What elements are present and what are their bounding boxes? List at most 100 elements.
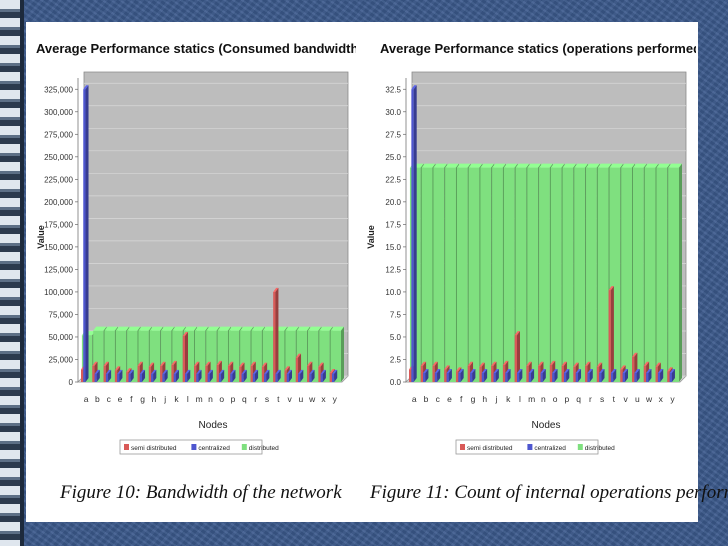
bar-side: [610, 286, 614, 382]
bar-centralized-j: [493, 368, 499, 382]
legend-label: semi distributed: [131, 445, 177, 452]
x-tick-label: g: [471, 394, 476, 404]
bar-face: [634, 372, 637, 382]
bar-face: [330, 330, 341, 382]
bar-top: [657, 368, 664, 373]
bar-side: [648, 368, 652, 382]
bar-side: [679, 163, 682, 382]
bar-face: [433, 167, 445, 382]
bar-side: [601, 368, 605, 382]
bar-face: [550, 167, 562, 382]
bar-face: [549, 364, 553, 382]
bar-top: [264, 369, 270, 374]
bar-face: [517, 372, 520, 382]
legend-box: [455, 439, 599, 455]
bar-top: [491, 361, 497, 366]
bar-top: [632, 352, 638, 357]
bar-face: [561, 365, 564, 382]
bar-top: [503, 163, 518, 168]
bar-top: [330, 326, 344, 331]
bar-centralized-v: [286, 369, 292, 382]
bar-top: [458, 368, 464, 373]
bar-face: [241, 373, 244, 382]
bar-top: [126, 368, 132, 373]
bar-top: [561, 361, 567, 366]
y-tick-label: 225,000: [44, 175, 73, 184]
bar-face: [421, 167, 433, 382]
bar-face: [240, 330, 251, 382]
bar-top: [423, 368, 429, 373]
x-tick-label: b: [95, 394, 100, 404]
bar-face: [83, 89, 86, 382]
bar-face: [138, 330, 149, 382]
bar-top: [295, 353, 302, 358]
bar-top: [94, 369, 100, 374]
y-tick-label: 250,000: [44, 153, 73, 162]
bar-top: [515, 163, 530, 168]
bar-top: [456, 163, 471, 168]
bar-top: [329, 368, 335, 373]
operations-chart: Average Performance statics (operations …: [366, 41, 696, 455]
bar-side: [289, 369, 292, 382]
bar-centralized-b: [94, 369, 100, 382]
bar-side: [437, 368, 441, 382]
bar-face: [296, 330, 308, 382]
legend-label: centralized: [534, 445, 566, 452]
y-tick-label: 32.5: [385, 85, 401, 94]
bar-top: [643, 361, 650, 366]
bar-face: [562, 167, 574, 382]
bar-face: [596, 366, 600, 382]
bar-face: [527, 167, 539, 382]
bar-top: [411, 85, 417, 90]
y-tick-label: 30.0: [385, 108, 401, 117]
bar-top: [420, 361, 427, 366]
bar-face: [643, 365, 647, 382]
bar-top: [307, 361, 313, 366]
bar-top: [432, 361, 438, 366]
bar-centralized-m: [528, 368, 535, 382]
bar-top: [539, 163, 553, 168]
bar-distributed-o: [550, 163, 565, 382]
x-tick-label: q: [242, 394, 247, 404]
bar-top: [216, 360, 222, 365]
bar-face: [217, 330, 228, 382]
bar-centralized-v: [622, 368, 628, 382]
bar-side: [277, 369, 281, 382]
bar-distributed-w: [644, 163, 659, 382]
bar-top: [550, 163, 565, 168]
x-tick-label: x: [659, 394, 664, 404]
y-tick-label: 17.5: [385, 220, 401, 229]
bar-semi-distributed-t: [608, 286, 614, 382]
bar-centralized-l: [185, 369, 191, 382]
bar-top: [250, 361, 256, 366]
bar-side: [243, 369, 247, 382]
bar-side: [221, 369, 225, 382]
x-tick-label: t: [277, 394, 280, 404]
bar-centralized-r: [587, 368, 593, 382]
bar-side: [275, 287, 279, 382]
bar-centralized-a: [411, 85, 417, 382]
y-tick-label: 5.0: [390, 333, 402, 342]
legend-swatch-distributed: [577, 444, 583, 450]
bar-face: [148, 366, 152, 382]
bar-face: [538, 365, 541, 382]
bar-face: [621, 167, 633, 382]
bar-side: [266, 369, 270, 382]
bar-top: [669, 368, 675, 373]
x-tick-label: e: [447, 394, 452, 404]
bar-top: [227, 361, 234, 366]
bar-face: [262, 330, 274, 382]
bar-face: [319, 330, 330, 382]
bar-top: [668, 163, 682, 168]
bar-face: [93, 330, 104, 382]
bar-side: [671, 368, 675, 382]
bar-face: [657, 372, 661, 382]
bar-top: [609, 163, 624, 168]
bar-face: [92, 365, 95, 382]
bar-face: [622, 372, 625, 382]
bar-centralized-j: [162, 369, 168, 382]
y-tick-label: 2.5: [390, 355, 402, 364]
bar-top: [620, 365, 626, 370]
bar-face: [137, 365, 140, 382]
bar-top: [128, 369, 134, 374]
